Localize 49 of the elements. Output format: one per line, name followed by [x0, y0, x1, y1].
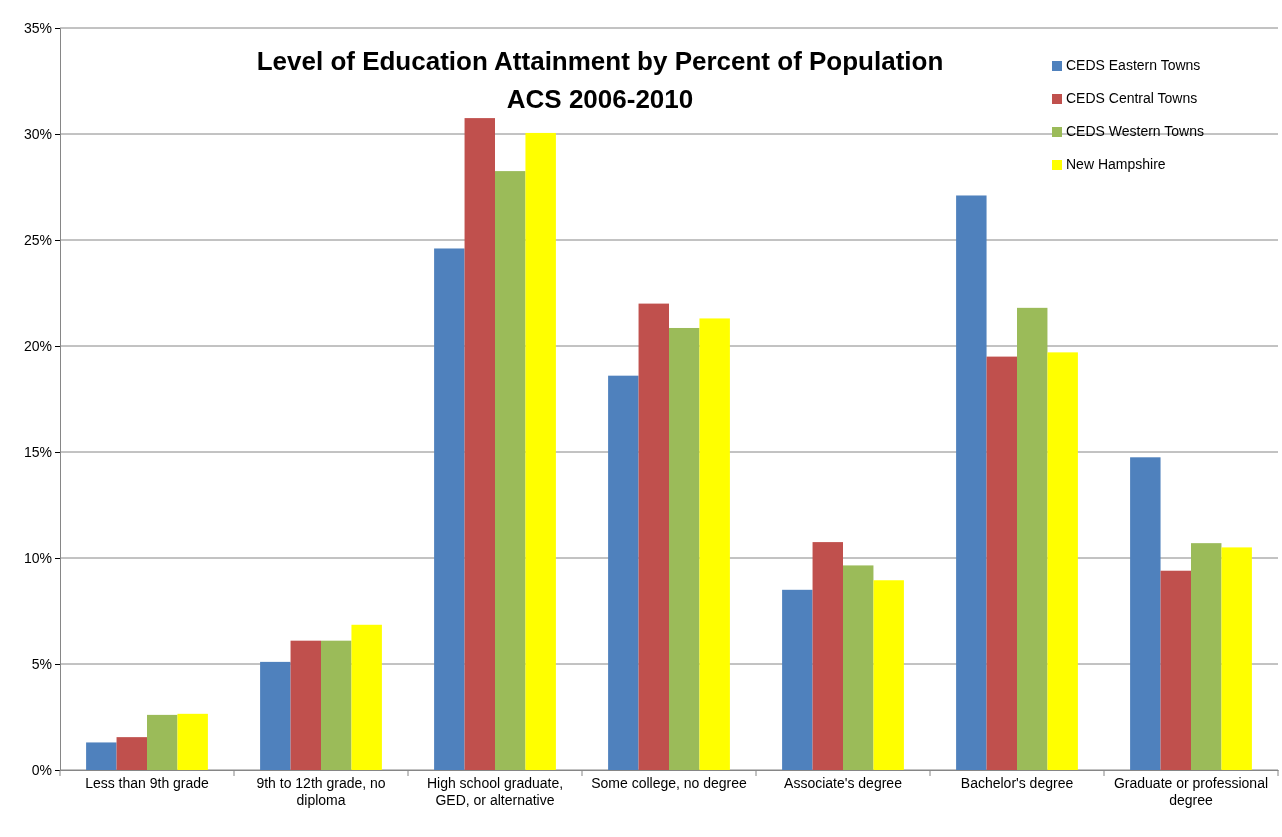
y-tick-label: 5%: [31, 655, 52, 672]
x-tick-label: 9th to 12th grade, no diploma: [256, 775, 386, 809]
bar: [843, 565, 874, 770]
legend-label: New Hampshire: [1066, 156, 1166, 172]
bar: [260, 661, 291, 770]
bar: [290, 640, 321, 770]
x-tick-label: Graduate or professional degree: [1113, 775, 1269, 809]
bar: [1191, 543, 1222, 770]
bar: [434, 248, 465, 770]
bar: [873, 580, 904, 770]
bar: [1221, 547, 1252, 770]
bar: [177, 713, 208, 770]
bar: [147, 714, 178, 770]
legend-label: CEDS Central Towns: [1066, 90, 1198, 106]
bar: [321, 640, 352, 770]
y-tick-label: 10%: [23, 549, 52, 566]
bar: [1017, 307, 1048, 770]
x-tick-label: Associate's degree: [784, 775, 903, 792]
text: Level of Education Attainment by Percent of Population: [256, 46, 944, 76]
x-tick-label: High school graduate, GED, or alternative: [426, 775, 564, 809]
bar: [782, 589, 813, 770]
bar: [351, 624, 382, 770]
bar: [116, 737, 147, 770]
y-tick-label: 20%: [23, 337, 52, 354]
legend-label: CEDS Eastern Towns: [1066, 57, 1201, 73]
y-tick-label: 15%: [23, 443, 52, 460]
bar: [986, 356, 1017, 770]
x-tick-label: Some college, no degree: [591, 775, 748, 792]
y-tick-label: 35%: [23, 19, 52, 36]
bar: [669, 327, 700, 770]
bar: [956, 195, 987, 770]
bar: [1160, 570, 1191, 770]
bar: [1047, 352, 1078, 770]
bar: [464, 118, 495, 770]
legend-label: CEDS Western Towns: [1066, 123, 1204, 139]
bar: [699, 318, 730, 770]
bar: [495, 171, 526, 770]
x-tick-label: Bachelor's degree: [960, 775, 1074, 792]
bar: [86, 742, 117, 770]
x-tick-label: Less than 9th grade: [85, 775, 210, 792]
bar: [812, 542, 843, 770]
bar: [638, 303, 669, 770]
y-tick-label: 30%: [23, 125, 52, 142]
bar: [1130, 457, 1161, 770]
y-tick-label: 25%: [23, 231, 52, 248]
text: ACS 2006-2010: [506, 84, 694, 114]
bar: [525, 132, 556, 770]
bar: [608, 375, 639, 770]
y-tick-label: 0%: [31, 761, 52, 778]
